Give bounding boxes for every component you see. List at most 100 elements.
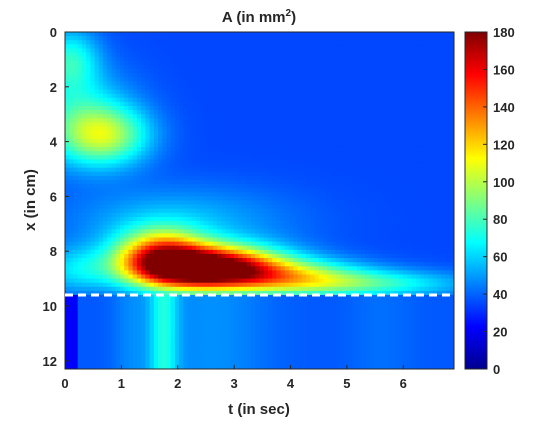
heatmap-cell: [170, 249, 176, 255]
heatmap-cell: [310, 32, 316, 37]
heatmap-cell: [293, 216, 299, 222]
heatmap-cell: [259, 184, 265, 189]
heatmap-cell: [255, 278, 261, 284]
heatmap-cell: [289, 225, 294, 230]
heatmap-cell: [259, 303, 265, 308]
heatmap-cell: [200, 97, 206, 103]
heatmap-cell: [111, 299, 117, 304]
heatmap-cell: [289, 245, 294, 251]
heatmap-cell: [65, 52, 70, 58]
heatmap-cell: [251, 360, 256, 366]
heatmap-cell: [187, 40, 193, 45]
heatmap-cell: [293, 278, 299, 284]
heatmap-cell: [73, 356, 79, 362]
heatmap-cell: [174, 241, 180, 247]
heatmap-cell: [234, 332, 239, 337]
heatmap-cell: [306, 179, 311, 185]
heatmap-cell: [242, 56, 248, 62]
heatmap-cell: [289, 262, 294, 267]
heatmap-cell: [310, 105, 316, 111]
heatmap-cell: [259, 278, 265, 284]
heatmap-cell: [242, 208, 248, 214]
heatmap-cell: [301, 56, 307, 62]
heatmap-cell: [162, 282, 168, 288]
heatmap-cell: [183, 60, 189, 66]
heatmap-cell: [306, 200, 311, 206]
heatmap-cell: [238, 179, 244, 185]
heatmap-cell: [259, 68, 265, 74]
heatmap-cell: [86, 315, 91, 321]
heatmap-cell: [212, 163, 218, 169]
heatmap-cell: [132, 151, 138, 156]
heatmap-cell: [297, 126, 303, 132]
heatmap-cell: [81, 307, 87, 313]
heatmap-cell: [234, 138, 239, 144]
heatmap-cell: [94, 89, 100, 95]
heatmap-cell: [141, 295, 146, 300]
heatmap-cell: [81, 68, 87, 74]
heatmap-cell: [229, 89, 235, 95]
heatmap-cell: [276, 147, 282, 152]
heatmap-cell: [272, 286, 278, 292]
heatmap-cell: [289, 253, 294, 259]
heatmap-cell: [259, 200, 265, 206]
heatmap-cell: [208, 77, 214, 82]
heatmap-cell: [128, 344, 134, 350]
heatmap-cell: [284, 233, 290, 239]
heatmap-cell: [225, 360, 231, 366]
heatmap-cell: [187, 286, 193, 292]
heatmap-cell: [187, 233, 193, 239]
heatmap-cell: [183, 286, 189, 292]
heatmap-cell: [187, 130, 193, 136]
heatmap-cell: [111, 142, 117, 148]
heatmap-cell: [124, 356, 130, 362]
heatmap-cell: [196, 278, 201, 284]
heatmap-cell: [153, 110, 159, 115]
heatmap-cell: [208, 249, 214, 255]
heatmap-cell: [221, 245, 227, 251]
heatmap-cell: [280, 319, 286, 325]
heatmap-cell: [212, 73, 218, 78]
heatmap-cell: [187, 44, 193, 50]
heatmap-cell: [153, 147, 159, 152]
heatmap-cell: [259, 52, 265, 58]
heatmap-cell: [98, 229, 104, 234]
heatmap-cell: [124, 155, 130, 160]
heatmap-cell: [166, 97, 172, 103]
heatmap-cell: [225, 229, 231, 234]
heatmap-cell: [225, 36, 231, 41]
heatmap-cell: [263, 352, 269, 358]
heatmap-cell: [103, 307, 108, 313]
heatmap-cell: [204, 44, 210, 50]
heatmap-cell: [149, 319, 155, 325]
heatmap-cell: [136, 134, 142, 140]
heatmap-cell: [200, 262, 206, 267]
heatmap-cell: [238, 97, 244, 103]
heatmap-cell: [217, 233, 223, 239]
heatmap-cell: [136, 130, 142, 136]
heatmap-cell: [166, 89, 172, 95]
heatmap-cell: [212, 130, 218, 136]
heatmap-cell: [107, 56, 113, 62]
heatmap-cell: [158, 147, 163, 152]
heatmap-cell: [86, 114, 91, 119]
heatmap-cell: [149, 258, 155, 263]
heatmap-cell: [65, 225, 70, 230]
heatmap-cell: [267, 122, 273, 128]
heatmap-cell: [111, 60, 117, 66]
heatmap-cell: [255, 311, 261, 317]
heatmap-cell: [158, 163, 163, 169]
heatmap-cell: [174, 258, 180, 263]
heatmap-cell: [272, 336, 278, 341]
heatmap-cell: [200, 118, 206, 124]
heatmap-cell: [229, 221, 235, 226]
heatmap-cell: [90, 249, 96, 255]
heatmap-cell: [238, 303, 244, 308]
heatmap-cell: [111, 93, 117, 99]
heatmap-cell: [174, 245, 180, 251]
heatmap-cell: [149, 40, 155, 45]
heatmap-cell: [229, 114, 235, 119]
heatmap-cell: [69, 163, 75, 169]
heatmap-cell: [301, 163, 307, 169]
heatmap-cell: [179, 332, 184, 337]
